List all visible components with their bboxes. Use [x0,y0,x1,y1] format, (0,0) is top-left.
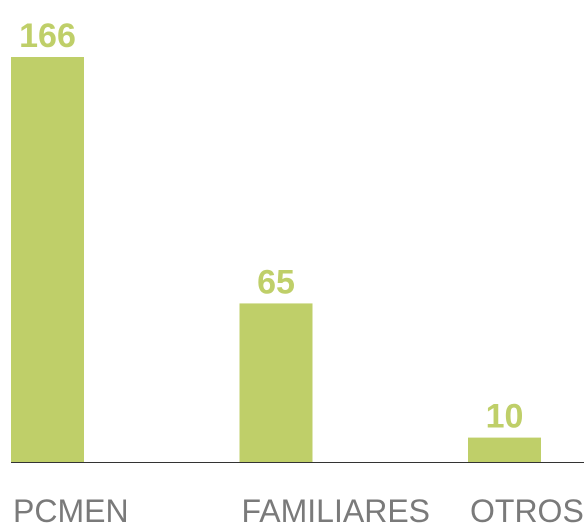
value-label: 10 [486,398,524,436]
x-tick-label: FAMILIARES [242,493,431,529]
bar [239,303,313,462]
bar [11,57,84,462]
x-tick-label: OTROS [470,493,584,529]
x-tick-label: PCMEN [13,493,129,529]
value-label: 65 [257,263,295,301]
value-label: 166 [19,17,76,55]
bar [468,437,541,462]
